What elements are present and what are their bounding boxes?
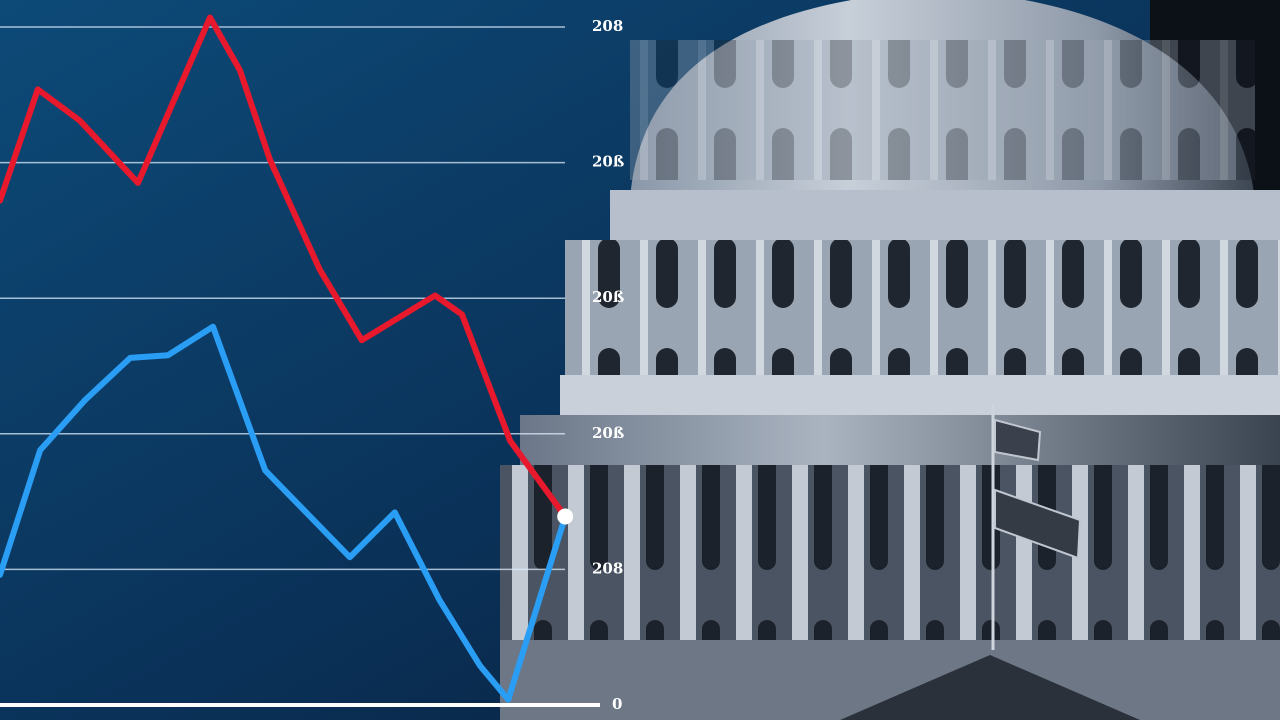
balustrade bbox=[560, 375, 1280, 415]
dome-ring bbox=[610, 190, 1280, 240]
y-tick-label: 20ß bbox=[592, 288, 624, 306]
chart: 0 208 20ß 20ß 20ß 208 bbox=[0, 14, 624, 713]
dome-ribs bbox=[630, 40, 1255, 180]
flag bbox=[994, 418, 1042, 462]
y-tick-label: 20ß bbox=[592, 153, 624, 171]
colonnade bbox=[500, 465, 1280, 665]
drum bbox=[565, 240, 1280, 390]
end-point bbox=[557, 508, 574, 525]
y-tick-label: 208 bbox=[592, 559, 623, 577]
series-line bbox=[0, 14, 569, 520]
pediment bbox=[840, 655, 1140, 720]
series-line bbox=[0, 323, 569, 703]
y-tick-label: 20ß bbox=[592, 424, 624, 442]
capitol-dome bbox=[500, 0, 1280, 720]
cornice bbox=[520, 415, 1280, 465]
y-tick-label: 208 bbox=[592, 17, 623, 35]
flag bbox=[994, 488, 1082, 560]
y-tick-label: 0 bbox=[612, 695, 622, 713]
